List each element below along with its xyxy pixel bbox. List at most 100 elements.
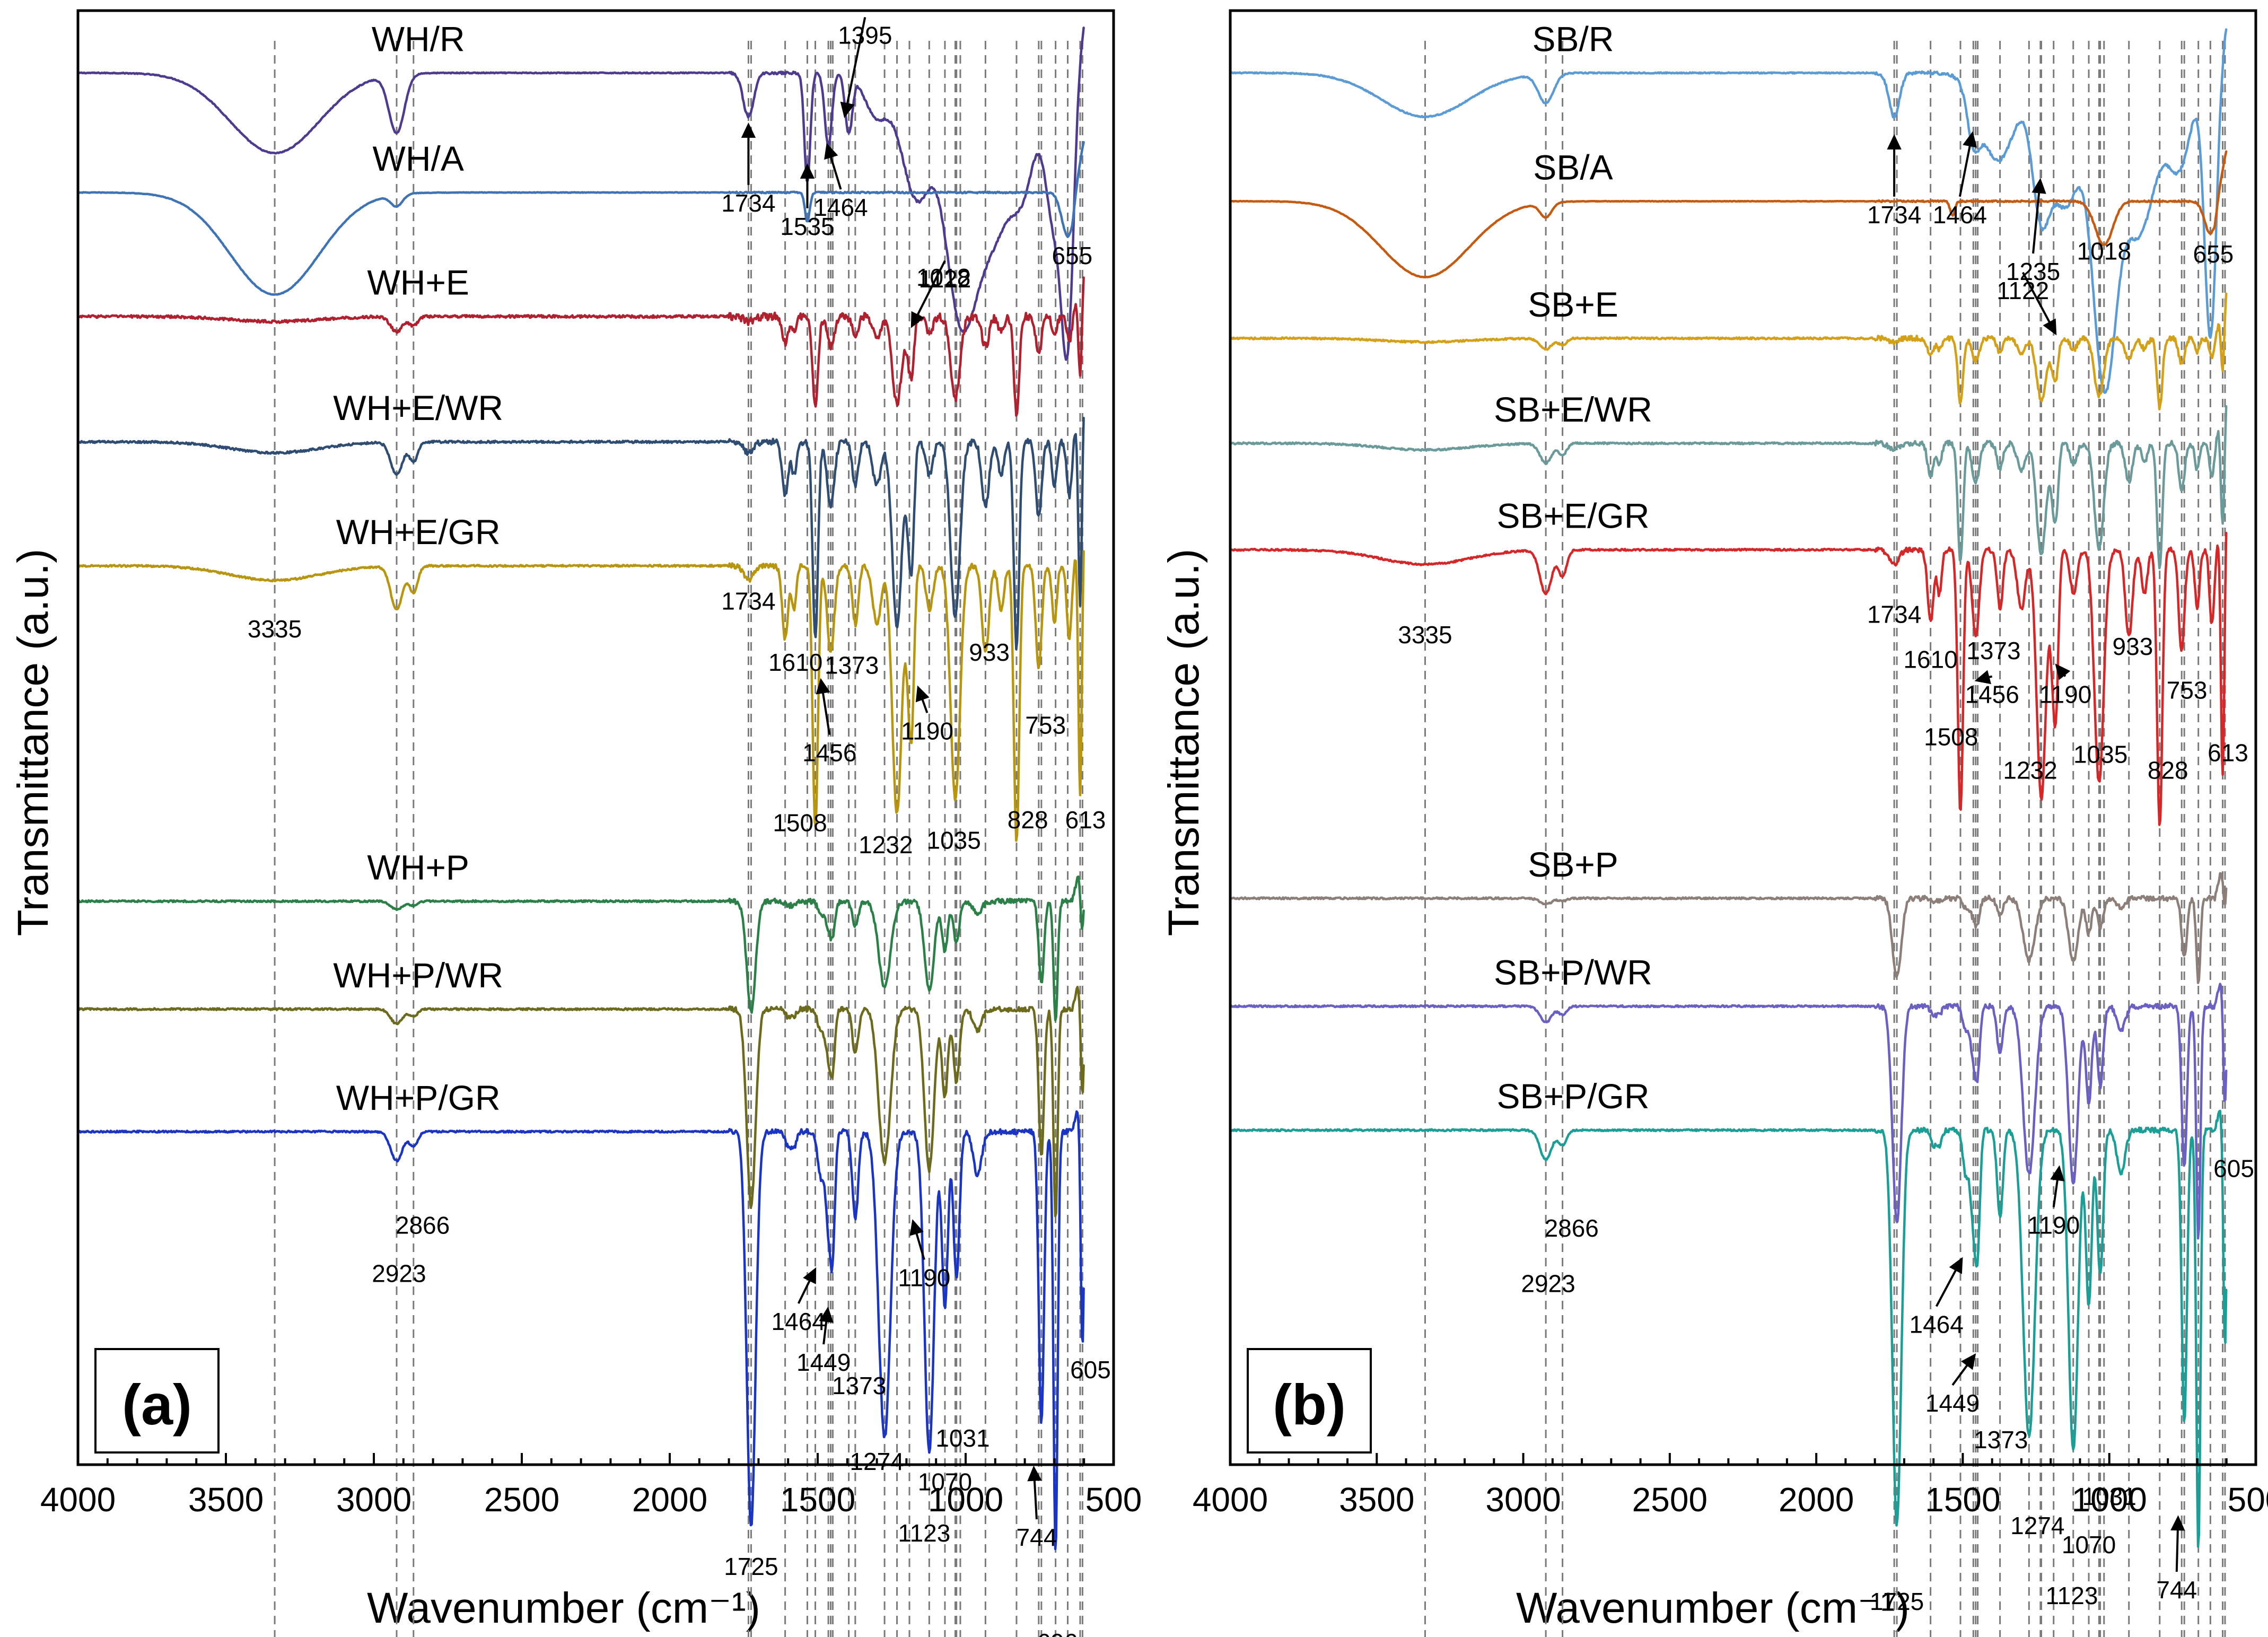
guide-lines [1424, 41, 2226, 1637]
peak-label-613: 613 [1065, 806, 1106, 834]
peak-label-613: 613 [2208, 739, 2248, 767]
series-label: SB+P/WR [1494, 952, 1652, 992]
peak-label-1395: 1395 [838, 22, 892, 49]
trace-wh-p-gr [76, 1110, 1085, 1551]
x-tick-label: 3000 [336, 1481, 411, 1519]
arrowhead [2055, 663, 2071, 680]
panel-a: Transmittance (a.u.) Wavenumber (cm⁻¹) W… [9, 9, 1142, 1637]
annotation-arrow [2021, 272, 2051, 324]
series-label: WH/A [373, 139, 464, 178]
peak-label-2866: 2866 [396, 1212, 450, 1239]
peak-label-933: 933 [969, 638, 1010, 666]
peak-label-1235: 1235 [2006, 258, 2060, 285]
trace-wh-p-wr [76, 985, 1085, 1218]
peak-label-1035: 1035 [2073, 740, 2127, 768]
x-tick-label: 4000 [1193, 1481, 1268, 1519]
peak-label-605: 605 [1070, 1356, 1111, 1384]
peak-label-3335: 3335 [248, 615, 302, 643]
peak-label-1274: 1274 [2010, 1512, 2064, 1539]
x-tick-label: 4000 [40, 1481, 116, 1519]
peak-label-744: 744 [1017, 1524, 1057, 1551]
annotation-arrow [1935, 1268, 1957, 1307]
trace-sb-e-gr [1229, 531, 2228, 826]
series-label: WH+E [367, 263, 469, 302]
arrowhead [1949, 1257, 1963, 1274]
arrowhead [816, 678, 830, 695]
peak-label-1464: 1464 [772, 1308, 826, 1335]
peak-label-1123: 1123 [2046, 1582, 2098, 1609]
peak-label-1449: 1449 [1925, 1389, 1980, 1417]
arrowhead [2050, 1165, 2065, 1181]
peak-label-1464: 1464 [1933, 201, 1987, 229]
peak-label-1070: 1070 [2062, 1531, 2116, 1559]
peak-label-828: 828 [1008, 806, 1048, 834]
x-tick-label: 1000 [2072, 1481, 2147, 1519]
trace-wh-p [76, 875, 1085, 1022]
trace-wh-e [76, 276, 1085, 417]
peak-label-1190: 1190 [2039, 681, 2091, 708]
series-label: WH+P [367, 847, 469, 887]
annotation-arrow [2052, 1178, 2059, 1207]
series-label: WH+P/WR [333, 956, 503, 995]
x-tick-label: 2500 [1632, 1481, 1707, 1519]
trace-sb-e-wr [1229, 405, 2228, 570]
guide-lines [274, 41, 1083, 1637]
peak-label-1190: 1190 [2027, 1212, 2080, 1239]
peak-label-753: 753 [2167, 676, 2208, 704]
peak-label-1464: 1464 [813, 194, 868, 221]
peak-label-2923: 2923 [372, 1259, 426, 1287]
peak-label-1373: 1373 [832, 1372, 886, 1399]
arrowhead [824, 143, 838, 160]
arrowhead [840, 101, 855, 118]
peak-label-1031: 1031 [2082, 1483, 2136, 1510]
peak-label-2866: 2866 [1545, 1214, 1599, 1242]
annotation-arrow [1951, 1363, 1969, 1386]
trace-sb-a [1229, 150, 2228, 278]
peak-label-1018: 1018 [2077, 238, 2131, 265]
annotation-arrow [2175, 1529, 2179, 1572]
x-tick-label: 1500 [780, 1481, 855, 1519]
peak-label-933: 933 [2113, 633, 2153, 660]
annotation-arrow [2032, 191, 2041, 254]
arrowhead [2043, 318, 2057, 336]
peak-label-1373: 1373 [1966, 637, 2020, 664]
peak-label-1725: 1725 [724, 1553, 778, 1580]
annotation-arrow [829, 155, 842, 190]
peak-label-1734: 1734 [1867, 600, 1921, 628]
series-label: SB/A [1533, 147, 1613, 187]
series-label: SB+P [1528, 845, 1618, 884]
panel-label: (a) [122, 1372, 192, 1437]
x-axis-title: Wavenumber (cm⁻¹) [367, 1584, 760, 1632]
panel-label: (b) [1273, 1372, 1346, 1437]
arrowhead [819, 1307, 834, 1323]
peak-label-1190: 1190 [898, 1264, 950, 1292]
plot-frame [1229, 9, 2257, 1466]
annotation-arrow [1033, 1479, 1038, 1520]
arrowhead [741, 122, 756, 138]
arrowhead [1887, 134, 1902, 150]
x-axis-title: Wavenumber (cm⁻¹) [1516, 1584, 1910, 1632]
annotation-arrow [822, 1320, 828, 1345]
peak-label-1373: 1373 [825, 652, 879, 679]
arrowhead [1974, 670, 1991, 685]
arrowhead [909, 1219, 924, 1236]
x-axis-ticks: 4000 3500 3000 2500 2000 1500 1000 500 [1193, 1453, 2268, 1519]
series-label: WH+E/GR [336, 512, 501, 551]
peak-label-753: 753 [1025, 711, 1066, 739]
series-label: SB+E [1528, 285, 1618, 324]
peak-label-1734: 1734 [1867, 201, 1921, 229]
series-label: SB/R [1532, 19, 1614, 58]
trace-names: WH/R WH/A WH+E WH+E/WR WH+E/GR WH+P WH+P/WR WH+… [333, 19, 503, 1117]
arrowhead [1963, 131, 1977, 148]
annotation-arrow [797, 1279, 811, 1304]
arrowhead [1027, 1465, 1042, 1482]
trace-wh-e-wr [76, 417, 1085, 651]
peak-label-1070: 1070 [918, 1468, 972, 1496]
x-tick-label: 2000 [1779, 1481, 1854, 1519]
x-tick-label: 3500 [188, 1481, 264, 1519]
spectra-traces [1229, 28, 2228, 1548]
peak-label-1464: 1464 [1910, 1311, 1964, 1338]
peak-label-1122: 1122 [1996, 277, 2049, 304]
